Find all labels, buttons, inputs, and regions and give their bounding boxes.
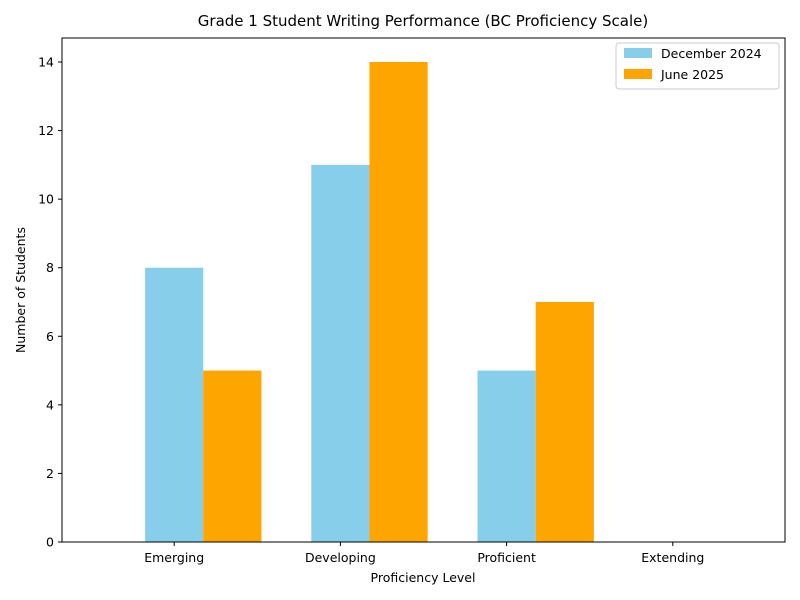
chart-title: Grade 1 Student Writing Performance (BC … [198, 12, 648, 30]
bar-december-2024-developing [311, 164, 370, 542]
legend: December 2024 June 2025 [615, 42, 780, 90]
y-tick-label: 2 [46, 466, 54, 481]
y-tick-label: 14 [38, 55, 54, 70]
x-axis-ticks: Emerging Developing Proficient Extending [144, 542, 704, 565]
y-tick-label: 0 [46, 535, 54, 550]
bars-layer [145, 62, 594, 542]
legend-swatch-june-2025 [624, 69, 652, 79]
bar-june-2025-developing [369, 62, 428, 542]
y-tick-label: 8 [46, 260, 54, 275]
y-tick-label: 10 [38, 192, 54, 207]
bar-december-2024-proficient [477, 370, 536, 542]
legend-swatch-december-2024 [624, 48, 652, 58]
bar-june-2025-emerging [203, 370, 262, 542]
x-tick-label-extending: Extending [641, 550, 704, 565]
y-tick-label: 4 [46, 397, 54, 412]
y-axis-label: Number of Students [13, 227, 28, 353]
bar-december-2024-emerging [145, 267, 204, 542]
x-tick-label-emerging: Emerging [144, 550, 204, 565]
x-tick-label-proficient: Proficient [477, 550, 536, 565]
y-tick-label: 12 [38, 123, 54, 138]
legend-label-june-2025: June 2025 [660, 67, 724, 82]
bar-june-2025-proficient [535, 302, 594, 542]
x-tick-label-developing: Developing [305, 550, 376, 565]
legend-frame [615, 42, 780, 90]
legend-label-december-2024: December 2024 [661, 46, 762, 61]
plot-frame [61, 37, 786, 543]
y-axis-ticks: 0 2 4 6 8 10 12 14 [38, 55, 62, 550]
x-axis-label: Proficiency Level [371, 570, 476, 585]
y-tick-label: 6 [46, 329, 54, 344]
